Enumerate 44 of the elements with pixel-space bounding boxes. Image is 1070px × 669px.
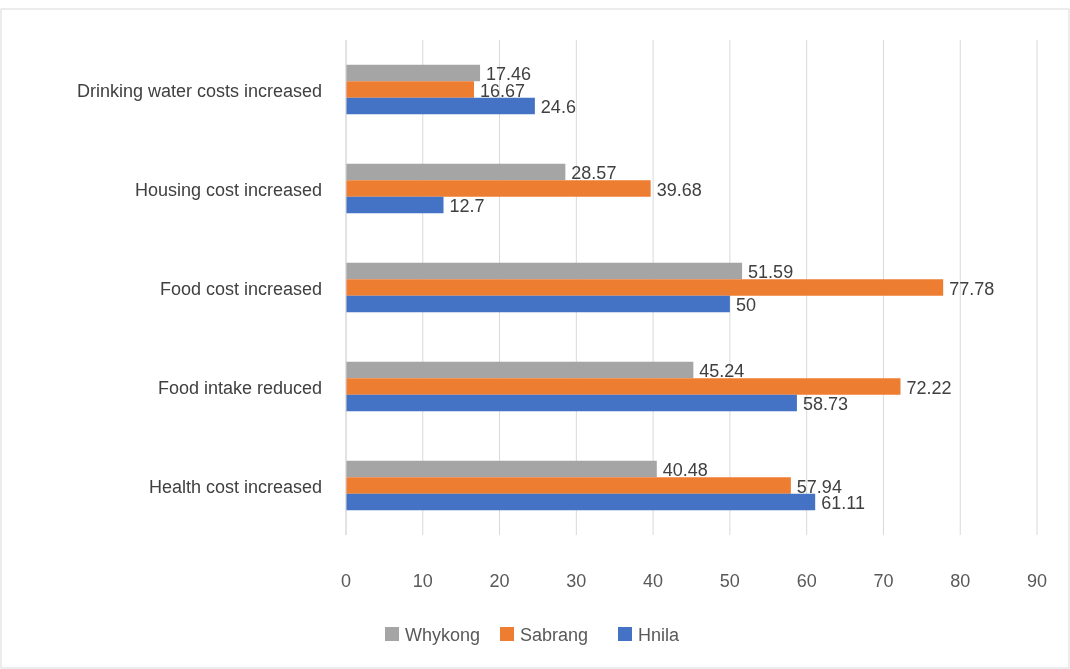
bar	[346, 361, 694, 379]
x-tick-label: 10	[412, 571, 433, 591]
legend-label: Hnila	[638, 625, 681, 645]
bar	[346, 180, 651, 197]
bar	[346, 477, 791, 494]
x-tick-label: 60	[796, 571, 817, 591]
bar	[346, 196, 444, 214]
data-label: 77.78	[949, 278, 995, 299]
x-tick-label: 80	[950, 571, 971, 591]
data-label: 58.73	[802, 394, 848, 414]
data-label: 45.24	[699, 361, 745, 381]
data-label: 40.48	[662, 460, 708, 480]
x-tick-label: 30	[566, 571, 587, 591]
bar	[346, 378, 901, 395]
data-label: 39.68	[656, 179, 702, 200]
bar	[346, 493, 816, 511]
bar	[346, 279, 944, 296]
data-label: 51.59	[748, 262, 794, 282]
y-tick-label: Food intake reduced	[157, 377, 322, 398]
x-tick-label: 0	[340, 571, 352, 591]
y-tick-label: Health cost increased	[148, 476, 322, 497]
x-tick-label: 20	[489, 571, 510, 591]
bar	[346, 97, 535, 115]
data-label: 28.57	[571, 163, 617, 183]
y-tick-label: Housing cost increased	[134, 179, 322, 200]
x-tick-label: 50	[719, 571, 740, 591]
data-label: 72.22	[906, 377, 952, 398]
x-tick-label: 70	[873, 571, 894, 591]
bar	[346, 163, 566, 181]
x-tick-label: 90	[1026, 571, 1048, 591]
bar	[346, 262, 743, 280]
bar	[346, 64, 481, 82]
legend-label: Whykong	[405, 625, 481, 645]
y-tick-label: Drinking water costs increased	[76, 80, 322, 101]
y-tick-label: Food cost increased	[159, 278, 322, 299]
bar	[346, 81, 474, 98]
data-label: 24.6	[540, 97, 576, 117]
data-label: 12.7	[449, 196, 485, 216]
bar	[346, 295, 730, 313]
bar	[346, 460, 657, 478]
bar	[346, 394, 797, 412]
legend-label: Sabrang	[520, 625, 589, 645]
data-label: 50	[735, 295, 756, 315]
x-tick-label: 40	[643, 571, 664, 591]
